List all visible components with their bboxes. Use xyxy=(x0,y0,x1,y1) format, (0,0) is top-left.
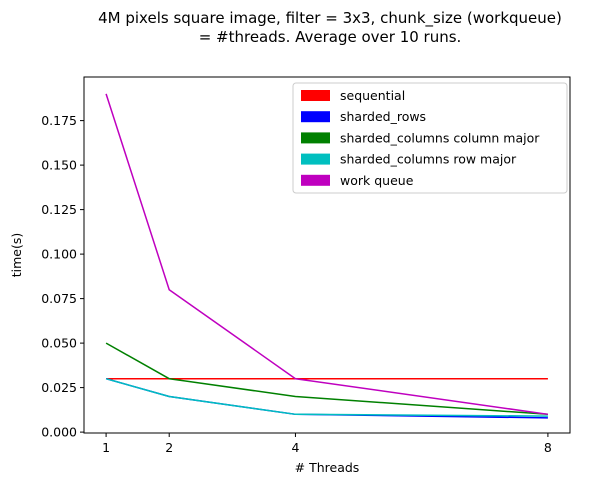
y-tick-label: 0.125 xyxy=(41,202,77,217)
series-line-work-queue xyxy=(105,93,549,416)
x-tick-label: 4 xyxy=(291,440,299,455)
chart-title-line-1: 4M pixels square image, filter = 3x3, ch… xyxy=(98,9,562,28)
x-tick-label: 2 xyxy=(165,440,173,455)
plot-area xyxy=(105,93,549,419)
legend-swatch xyxy=(301,90,330,101)
y-tick-label: 0.000 xyxy=(41,425,77,440)
x-axis: 1 2 4 8 xyxy=(102,433,552,455)
x-tick-label: 1 xyxy=(102,440,110,455)
legend-label: work queue xyxy=(340,173,414,188)
legend-label: sharded_rows xyxy=(340,109,426,124)
x-axis-label: # Threads xyxy=(295,460,360,475)
y-tick-label: 0.025 xyxy=(41,380,77,395)
legend-swatch xyxy=(301,174,330,186)
chart-title-line-2: = #threads. Average over 10 runs. xyxy=(199,28,462,46)
y-axis: 0.000 0.025 0.050 0.075 0.100 0.125 0.150 0.175 xyxy=(41,113,84,440)
x-tick-label: 8 xyxy=(544,440,552,455)
y-axis-label: time(s) xyxy=(9,233,24,278)
series-line-sharded-columns-row-major xyxy=(105,377,548,417)
y-tick-label: 0.150 xyxy=(41,158,77,173)
axes-frame xyxy=(83,76,571,434)
legend-label: sharded_columns column major xyxy=(340,130,540,145)
y-tick-label: 0.100 xyxy=(41,247,77,262)
y-tick-label: 0.050 xyxy=(41,336,77,351)
series-line-sharded-columns-column-major xyxy=(105,342,548,416)
legend-box xyxy=(292,82,568,194)
y-tick-label: 0.075 xyxy=(41,291,77,306)
legend-swatch xyxy=(301,111,330,123)
legend-label: sharded_columns row major xyxy=(340,152,517,167)
legend-label: sequential xyxy=(340,88,405,103)
legend: sequential sharded_rows sharded_columns co… xyxy=(292,82,568,194)
legend-swatch xyxy=(301,153,330,165)
legend-swatch xyxy=(301,132,330,144)
y-tick-label: 0.175 xyxy=(41,113,77,128)
